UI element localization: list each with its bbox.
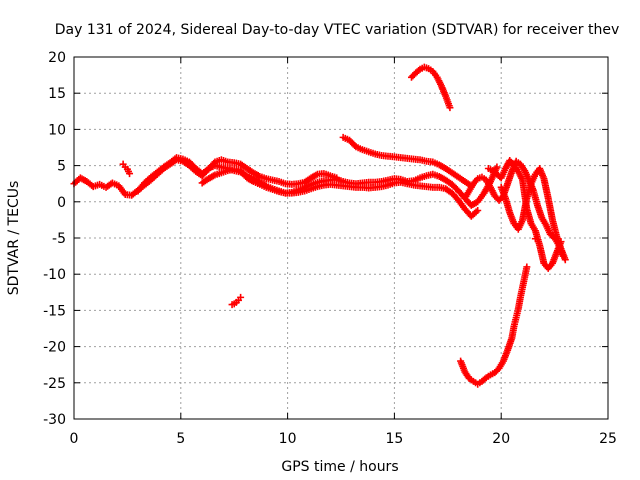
data-point bbox=[415, 67, 423, 75]
x-axis-label: GPS time / hours bbox=[281, 459, 398, 475]
y-tick-label: -10 bbox=[43, 267, 66, 283]
data-point bbox=[333, 174, 341, 182]
data-point bbox=[446, 104, 454, 112]
grid bbox=[74, 57, 608, 419]
x-tick-label: 5 bbox=[176, 431, 185, 447]
y-tick-label: -20 bbox=[43, 340, 66, 356]
x-tick-label: 20 bbox=[492, 431, 510, 447]
y-tick-label: -30 bbox=[43, 412, 66, 428]
y-tick-label: -25 bbox=[43, 376, 66, 392]
data-point bbox=[493, 163, 501, 171]
y-tick-label: -5 bbox=[52, 231, 66, 247]
data-point bbox=[557, 238, 565, 246]
data-points bbox=[70, 63, 569, 388]
y-tick-label: -15 bbox=[43, 303, 66, 319]
x-tick-label: 10 bbox=[279, 431, 297, 447]
data-point bbox=[237, 293, 245, 301]
data-point bbox=[474, 206, 482, 214]
x-tick-label: 0 bbox=[70, 431, 79, 447]
tick-labels: 0 5 10 15 20 25 -30 -25 -20 -15 -10 -5 0 5 10 15 20 bbox=[43, 50, 617, 447]
y-tick-label: 5 bbox=[57, 159, 66, 175]
y-tick-label: 15 bbox=[48, 86, 66, 102]
y-axis-label: SDTVAR / TECUs bbox=[6, 181, 22, 296]
data-point bbox=[481, 375, 489, 383]
y-tick-label: 10 bbox=[48, 122, 66, 138]
y-tick-label: 20 bbox=[48, 50, 66, 66]
data-point bbox=[561, 256, 569, 264]
data-point bbox=[531, 235, 539, 243]
plot-frame bbox=[73, 56, 609, 420]
data-point bbox=[523, 263, 531, 271]
x-tick-label: 25 bbox=[599, 431, 617, 447]
chart-title: Day 131 of 2024, Sidereal Day-to-day VTE… bbox=[55, 22, 619, 38]
data-point bbox=[126, 170, 134, 178]
y-tick-label: 0 bbox=[57, 195, 66, 211]
x-tick-label: 15 bbox=[385, 431, 403, 447]
